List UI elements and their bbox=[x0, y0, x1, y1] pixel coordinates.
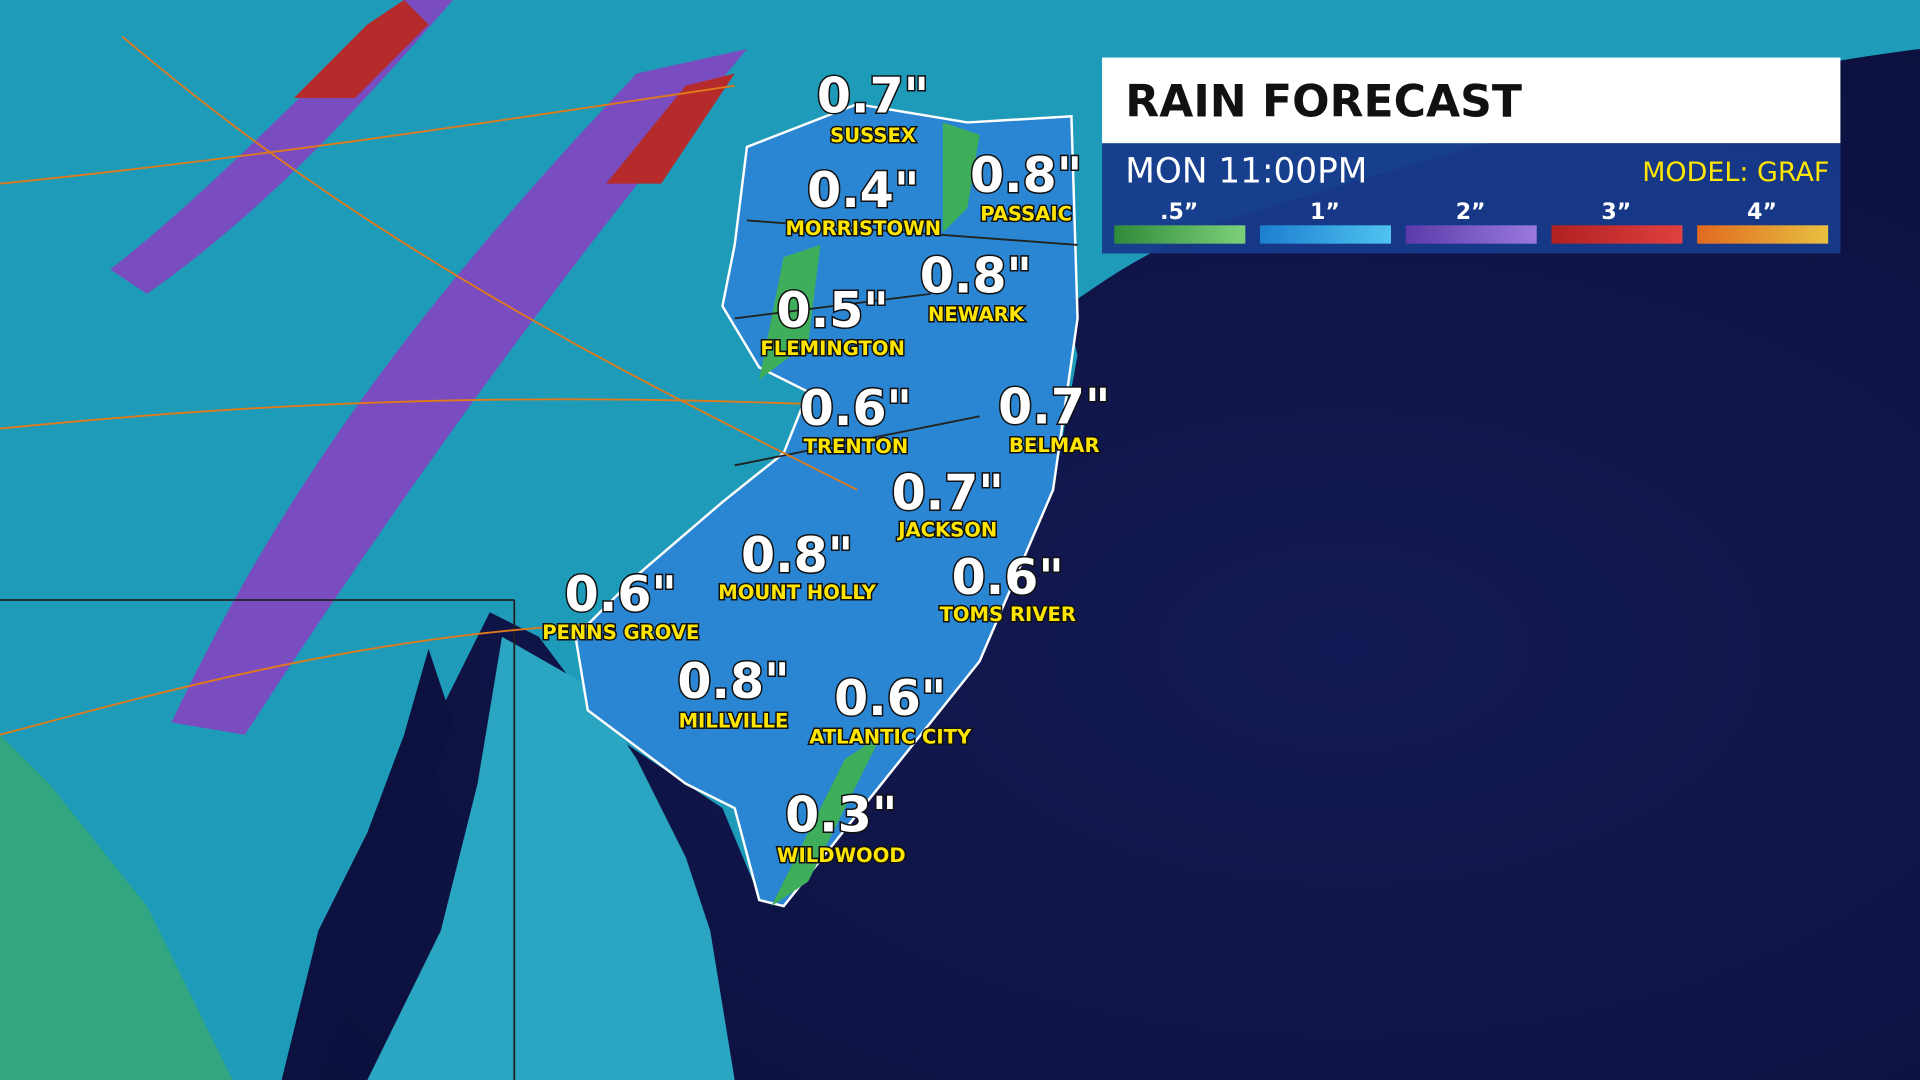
city-name: JACKSON bbox=[896, 518, 997, 541]
rain-amount: 0.7" bbox=[817, 68, 929, 125]
legend-label: 2” bbox=[1456, 200, 1486, 225]
legend-label: .5” bbox=[1160, 200, 1198, 225]
legend-swatch bbox=[1405, 225, 1537, 244]
rain-amount: 0.6" bbox=[565, 566, 677, 623]
rain-amount: 0.7" bbox=[892, 464, 1004, 521]
rain-amount: 0.8" bbox=[970, 147, 1082, 204]
city-name: NEWARK bbox=[928, 303, 1025, 326]
new-jersey bbox=[574, 102, 1079, 908]
model-name: MODEL: GRAF bbox=[1642, 157, 1829, 188]
rain-amount: 0.8" bbox=[741, 527, 853, 584]
legend-swatch bbox=[1551, 225, 1683, 244]
light-rain bbox=[759, 122, 980, 907]
delmarva bbox=[367, 636, 735, 1080]
city-name: ATLANTIC CITY bbox=[809, 725, 972, 748]
rain-amount: 0.6" bbox=[800, 380, 912, 437]
rain-band bbox=[171, 48, 747, 735]
legend: .5” 1” 2” 3” 4” bbox=[1114, 200, 1829, 244]
forecast-time: MON 11:00PM bbox=[1125, 151, 1367, 191]
rain-amount: 0.5" bbox=[777, 282, 889, 339]
rain-amount: 0.6" bbox=[834, 670, 946, 727]
city-name: FLEMINGTON bbox=[760, 337, 904, 360]
city-name: BELMAR bbox=[1009, 434, 1099, 457]
city-name: SUSSEX bbox=[830, 124, 916, 147]
city-name: TOMS RIVER bbox=[940, 603, 1076, 626]
heavy-rain bbox=[293, 0, 429, 98]
city-name: TRENTON bbox=[804, 435, 909, 458]
highways bbox=[0, 36, 858, 736]
legend-swatch bbox=[1697, 225, 1829, 244]
legend-swatch bbox=[1114, 225, 1246, 244]
legend-swatch bbox=[1260, 225, 1392, 244]
legend-label: 1” bbox=[1310, 200, 1340, 225]
chesapeake bbox=[281, 648, 454, 1080]
city-name: MOUNT HOLLY bbox=[718, 581, 877, 604]
rain-amount: 0.6" bbox=[952, 549, 1064, 606]
city-name: WILDWOOD bbox=[777, 844, 906, 867]
heavy-rain bbox=[606, 73, 735, 184]
city-name: MILLVILLE bbox=[679, 709, 789, 732]
rain-amount: 0.4" bbox=[807, 162, 919, 219]
city-name: PASSAIC bbox=[980, 202, 1072, 225]
title-box bbox=[1102, 57, 1841, 144]
location-labels: 0.7"SUSSEX0.4"MORRISTOWN0.8"PASSAIC0.8"N… bbox=[541, 66, 1112, 868]
city-name: MORRISTOWN bbox=[785, 217, 941, 240]
borders bbox=[0, 219, 1078, 1080]
light-rain bbox=[0, 734, 233, 1080]
rain-amount: 0.7" bbox=[998, 379, 1110, 436]
rain-amount: 0.8" bbox=[677, 653, 789, 710]
legend-label: 4” bbox=[1747, 200, 1777, 225]
title: RAIN FORECAST bbox=[1125, 76, 1522, 127]
city-name: PENNS GROVE bbox=[542, 621, 699, 644]
rain-amount: 0.3" bbox=[785, 786, 897, 843]
rain-amount: 0.8" bbox=[920, 248, 1032, 305]
legend-label: 3” bbox=[1601, 200, 1631, 225]
